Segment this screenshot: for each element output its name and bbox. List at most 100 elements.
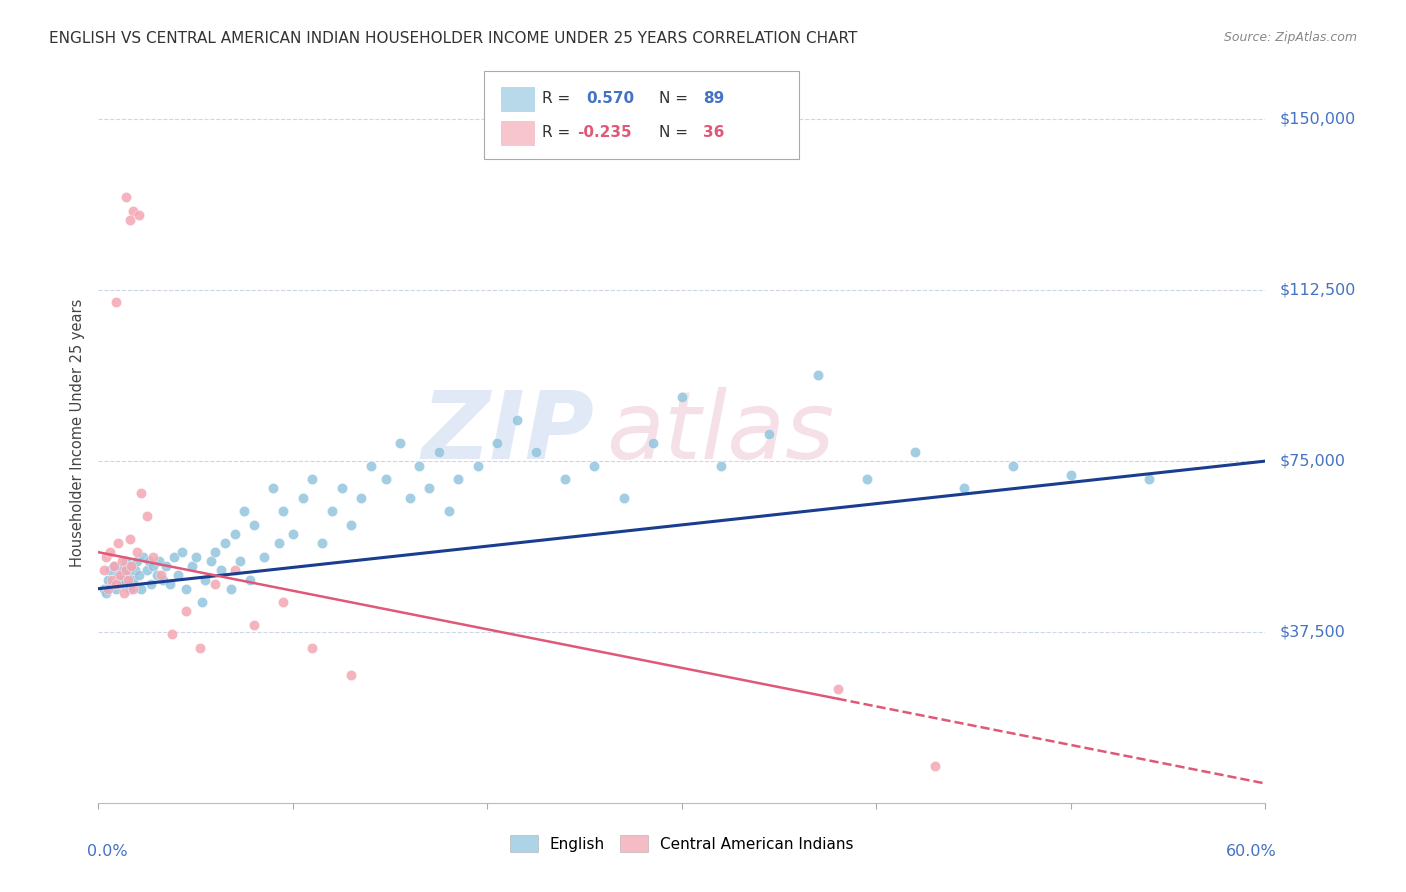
Text: atlas: atlas <box>606 387 834 478</box>
Point <box>340 668 363 682</box>
Point <box>93 582 115 596</box>
Point <box>204 545 226 559</box>
Point <box>136 508 159 523</box>
Point <box>219 582 242 596</box>
Point <box>505 413 527 427</box>
Text: 60.0%: 60.0% <box>1226 844 1277 858</box>
Point <box>710 458 733 473</box>
Point <box>118 212 141 227</box>
Point <box>924 759 946 773</box>
Text: $150,000: $150,000 <box>1279 112 1355 127</box>
Point <box>152 573 174 587</box>
Point <box>641 435 664 450</box>
Text: Source: ZipAtlas.com: Source: ZipAtlas.com <box>1223 31 1357 45</box>
Text: ENGLISH VS CENTRAL AMERICAN INDIAN HOUSEHOLDER INCOME UNDER 25 YEARS CORRELATION: ENGLISH VS CENTRAL AMERICAN INDIAN HOUSE… <box>49 31 858 46</box>
Point <box>121 558 143 573</box>
Point <box>98 564 121 578</box>
Point <box>146 568 169 582</box>
Point <box>1001 458 1024 473</box>
Point <box>1060 467 1083 482</box>
Point <box>1137 472 1160 486</box>
Point <box>112 586 135 600</box>
Point <box>174 604 197 618</box>
Point <box>167 568 190 582</box>
Point <box>108 573 131 587</box>
Point <box>807 368 830 382</box>
Point <box>163 549 186 564</box>
FancyBboxPatch shape <box>484 71 799 159</box>
Bar <box>501 87 534 111</box>
Point <box>375 472 398 486</box>
Point <box>114 554 136 568</box>
Point <box>124 564 146 578</box>
Point <box>127 554 149 568</box>
Point <box>114 190 136 204</box>
Point <box>204 577 226 591</box>
Point <box>117 568 139 582</box>
Point <box>97 582 120 596</box>
Point <box>104 577 127 591</box>
Point <box>103 558 125 573</box>
Text: N =: N = <box>658 125 688 140</box>
Point <box>122 203 145 218</box>
Point <box>128 208 150 222</box>
Point <box>149 568 172 582</box>
Y-axis label: Householder Income Under 25 years: Householder Income Under 25 years <box>69 299 84 566</box>
Point <box>486 435 509 450</box>
Point <box>107 536 129 550</box>
Point <box>301 472 323 486</box>
Point <box>330 482 353 496</box>
Point <box>121 558 143 573</box>
Point <box>129 486 152 500</box>
Point <box>101 573 124 587</box>
Text: ZIP: ZIP <box>422 386 595 479</box>
Legend: English, Central American Indians: English, Central American Indians <box>505 830 859 858</box>
Point <box>132 549 155 564</box>
Point <box>129 582 152 596</box>
Point <box>174 582 197 596</box>
Point <box>101 577 124 591</box>
Point <box>827 681 849 696</box>
Point <box>271 504 294 518</box>
Point <box>311 536 333 550</box>
Point <box>262 482 284 496</box>
Point <box>418 482 440 496</box>
Text: R =: R = <box>541 91 569 106</box>
Point <box>128 568 150 582</box>
Point <box>200 554 222 568</box>
Text: $112,500: $112,500 <box>1279 283 1355 298</box>
Point <box>103 558 125 573</box>
Text: 0.0%: 0.0% <box>87 844 128 858</box>
Point <box>233 504 256 518</box>
Point <box>96 549 118 564</box>
Point <box>194 573 217 587</box>
Point <box>122 573 145 587</box>
Point <box>118 532 141 546</box>
Point <box>291 491 314 505</box>
Point <box>138 554 160 568</box>
Point <box>350 491 373 505</box>
Point <box>360 458 382 473</box>
Text: N =: N = <box>658 91 688 106</box>
Point <box>142 558 165 573</box>
Point <box>253 549 276 564</box>
Point <box>97 573 120 587</box>
Point <box>111 554 134 568</box>
Point <box>111 564 134 578</box>
Point <box>155 558 177 573</box>
Point <box>122 582 145 596</box>
Point <box>108 568 131 582</box>
Point <box>321 504 343 518</box>
Point <box>142 549 165 564</box>
Text: $37,500: $37,500 <box>1279 624 1346 640</box>
Point <box>671 390 693 404</box>
Point <box>583 458 606 473</box>
Bar <box>501 121 534 145</box>
Point <box>340 517 363 532</box>
Point <box>117 573 139 587</box>
Text: R =: R = <box>541 125 569 140</box>
Point <box>190 595 212 609</box>
Point <box>188 640 211 655</box>
Text: $75,000: $75,000 <box>1279 454 1346 468</box>
Point <box>281 527 304 541</box>
